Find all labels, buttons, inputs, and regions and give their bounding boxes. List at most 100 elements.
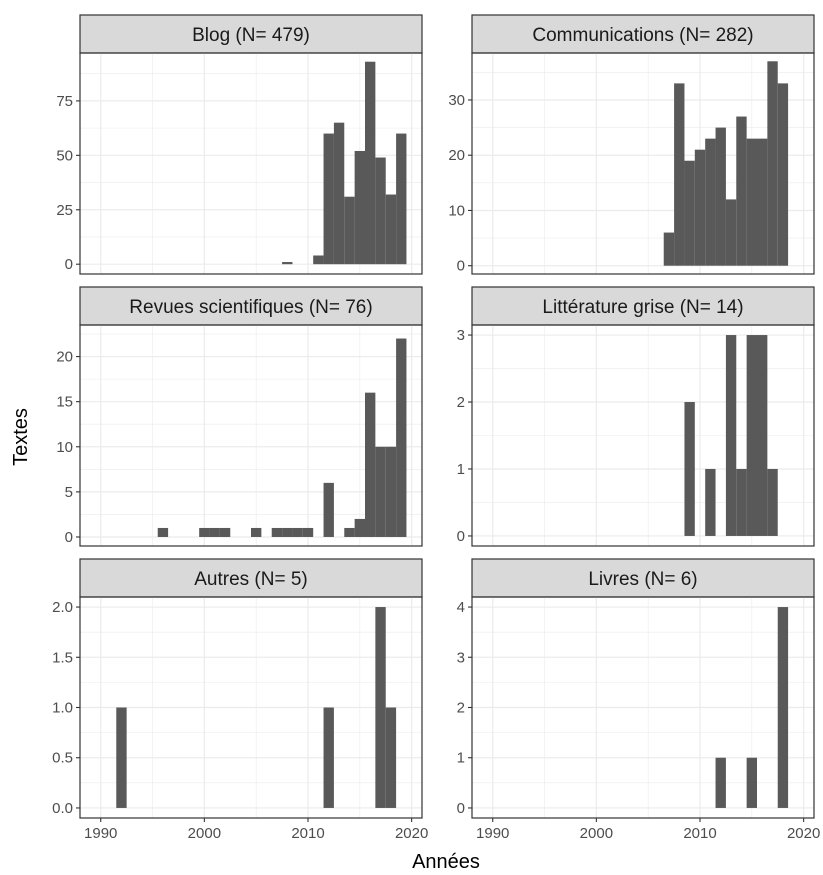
histogram-bar	[396, 133, 407, 265]
y-tick-label: 0	[457, 528, 465, 545]
facet-strip	[79, 14, 423, 54]
y-tick-label: 2	[457, 700, 465, 717]
histogram-bar	[715, 127, 726, 266]
histogram-bar	[354, 518, 365, 537]
y-tick-label: 75	[56, 93, 73, 110]
y-tick-label: 0	[457, 258, 465, 275]
histogram-bar	[684, 402, 695, 536]
histogram-bar	[767, 61, 778, 266]
histogram-bar	[157, 527, 169, 537]
y-tick-label: 0.5	[52, 750, 73, 767]
x-tick-label: 2000	[580, 825, 613, 842]
facet-title: Littérature grise (N= 14)	[542, 297, 743, 318]
histogram-bar	[323, 482, 334, 537]
facet-panel: Livres (N= 6) 0 1 2 3 4 1990 2000 2010 2020	[457, 558, 820, 842]
histogram-bar	[736, 468, 747, 536]
y-tick-label: 1.5	[52, 649, 73, 666]
histogram-bar	[705, 138, 716, 266]
y-tick-label: 3	[457, 649, 465, 666]
histogram-bar	[674, 83, 685, 266]
y-tick-label: 1.0	[52, 700, 73, 717]
y-tick-label: 20	[56, 349, 73, 366]
histogram-bar	[271, 527, 283, 537]
histogram-bar	[323, 133, 334, 265]
histogram-bar	[302, 527, 314, 537]
facet-title: Blog (N= 479)	[192, 25, 310, 46]
y-tick-label: 25	[56, 202, 73, 219]
y-tick-label: 50	[56, 147, 73, 164]
y-tick-label: 0	[457, 800, 465, 817]
histogram-bar	[757, 138, 768, 266]
facet-panel: Blog (N= 479) 0 25 50 75	[56, 14, 423, 275]
histogram-bar	[705, 468, 716, 536]
histogram-bar	[251, 527, 262, 537]
histogram-bar	[282, 262, 293, 265]
facet-title: Autres (N= 5)	[194, 569, 308, 590]
histogram-bar	[684, 160, 695, 266]
histogram-bar	[375, 157, 386, 265]
histogram-bar	[757, 335, 768, 536]
histogram-bar	[663, 232, 675, 266]
y-tick-label: 0.0	[52, 800, 73, 817]
histogram-bar	[725, 335, 737, 536]
histogram-bar	[385, 194, 397, 265]
histogram-bar	[375, 446, 386, 537]
y-tick-label: 2.0	[52, 599, 73, 616]
histogram-bar	[746, 138, 757, 266]
histogram-bar	[209, 527, 220, 537]
facet-panel: Communications (N= 282) 0 10 20 30	[448, 14, 815, 275]
histogram-bar	[777, 607, 789, 808]
histogram-bar	[725, 199, 737, 266]
histogram-bar	[344, 527, 355, 537]
histogram-bar	[715, 757, 726, 808]
histogram-bar	[385, 446, 397, 537]
facet-title: Communications (N= 282)	[532, 25, 753, 46]
histogram-bar	[365, 61, 376, 265]
histogram-bar	[694, 149, 706, 266]
y-tick-label: 4	[457, 599, 465, 616]
panel-border	[79, 52, 423, 275]
facet-panel: Littérature grise (N= 14) 0 1 2 3	[457, 286, 815, 547]
y-tick-label: 3	[457, 327, 465, 344]
histogram-bar	[292, 527, 303, 537]
facet-strip	[471, 558, 815, 598]
histogram-bar	[354, 150, 365, 265]
y-tick-label: 10	[56, 439, 73, 456]
x-tick-label: 2020	[787, 825, 820, 842]
histogram-bar	[777, 83, 789, 266]
histogram-bar	[323, 707, 334, 808]
histogram-bar	[375, 607, 386, 808]
y-tick-label: 1	[457, 461, 465, 478]
facet-panel: Autres (N= 5) 0.0 0.5 1.0 1.5 2.0 1990 2000 2010…	[52, 558, 428, 842]
y-axis-title: Textes	[10, 408, 32, 466]
y-tick-label: 30	[448, 92, 465, 109]
facet-panel: Revues scientifiques (N= 76) 0 5 10 15 20	[56, 286, 423, 547]
histogram-bar	[746, 335, 757, 536]
x-tick-label: 1990	[84, 825, 117, 842]
facet-strip	[79, 286, 423, 326]
panel-border	[79, 324, 423, 547]
y-tick-label: 10	[448, 202, 465, 219]
y-tick-label: 15	[56, 394, 73, 411]
histogram-bar	[199, 527, 210, 537]
y-tick-label: 20	[448, 147, 465, 164]
x-tick-label: 2020	[395, 825, 428, 842]
facet-title: Revues scientifiques (N= 76)	[129, 297, 372, 318]
histogram-bar	[344, 196, 355, 265]
histogram-bar	[282, 527, 293, 537]
panel-border	[471, 52, 815, 275]
histogram-bar	[116, 707, 127, 808]
y-tick-label: 2	[457, 394, 465, 411]
facet-strip	[79, 558, 423, 598]
histogram-bar	[365, 392, 376, 537]
histogram-bar	[396, 338, 407, 537]
histogram-bar	[767, 468, 778, 536]
histogram-bar	[313, 255, 324, 265]
histogram-bar	[736, 116, 747, 266]
x-tick-label: 2010	[683, 825, 716, 842]
facet-strip	[471, 286, 815, 326]
facet-title: Livres (N= 6)	[588, 569, 697, 590]
x-axis-title: Années	[412, 851, 480, 873]
y-tick-label: 1	[457, 750, 465, 767]
